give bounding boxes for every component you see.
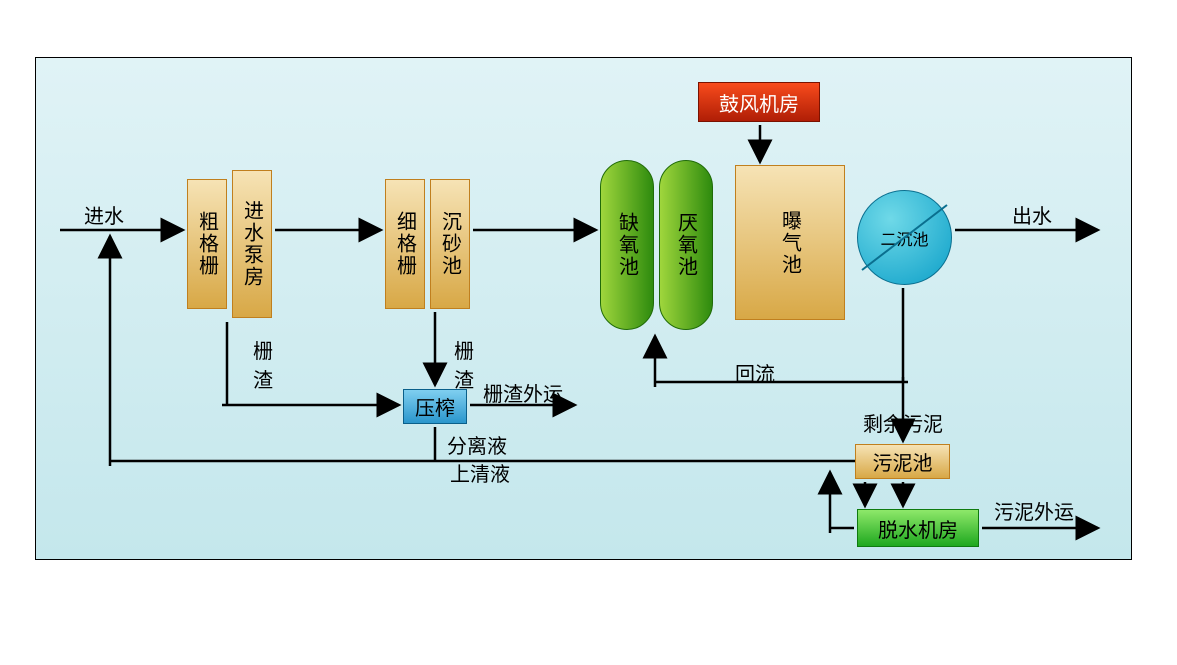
label-outflow: 出水 [1012, 200, 1052, 229]
label-sludge-out: 污泥外运 [994, 496, 1074, 525]
node-coarse-screen: 粗格栅 [187, 179, 227, 309]
label: 沉砂池 [436, 211, 465, 277]
node-dewatering-room: 脱水机房 [857, 509, 979, 547]
label: 脱水机房 [878, 514, 958, 543]
node-grit-tank: 沉砂池 [430, 179, 470, 309]
node-anoxic-tank: 缺氧池 [600, 160, 654, 330]
label-sep-liquid: 分离液 [447, 430, 507, 459]
node-press: 压榨 [403, 389, 467, 424]
label: 压榨 [415, 392, 455, 421]
node-fine-screen: 细格栅 [385, 179, 425, 309]
label-supernatant: 上清液 [450, 458, 510, 487]
label: 曝气池 [776, 210, 805, 276]
label-excess-sludge: 剩余污泥 [863, 408, 943, 437]
label-return-flow: 回流 [735, 358, 775, 387]
node-blower-room: 鼓风机房 [698, 82, 820, 122]
label-residue-2: 栅 渣 [454, 335, 474, 393]
label: 粗格栅 [193, 211, 222, 277]
label: 污泥池 [873, 447, 933, 476]
node-secondary-clarifier: 二沉池 [857, 190, 952, 285]
diagram-stage: 粗格栅 进水泵房 细格栅 沉砂池 缺氧池 厌氧池 曝气池 鼓风机房 二沉池 压榨… [0, 0, 1177, 665]
node-anaerobic-tank: 厌氧池 [659, 160, 713, 330]
label-inflow: 进水 [84, 200, 124, 229]
label: 细格栅 [391, 211, 420, 277]
label: 厌氧池 [672, 212, 701, 278]
label: 二沉池 [880, 226, 928, 250]
label-residue-1: 栅 渣 [253, 335, 273, 393]
node-inlet-pump: 进水泵房 [232, 170, 272, 318]
node-aeration-tank: 曝气池 [735, 165, 845, 320]
label: 进水泵房 [238, 200, 267, 288]
node-sludge-tank: 污泥池 [855, 444, 950, 479]
label-residue-out: 栅渣外运 [483, 378, 563, 407]
label: 缺氧池 [613, 212, 642, 278]
label: 鼓风机房 [719, 88, 799, 117]
